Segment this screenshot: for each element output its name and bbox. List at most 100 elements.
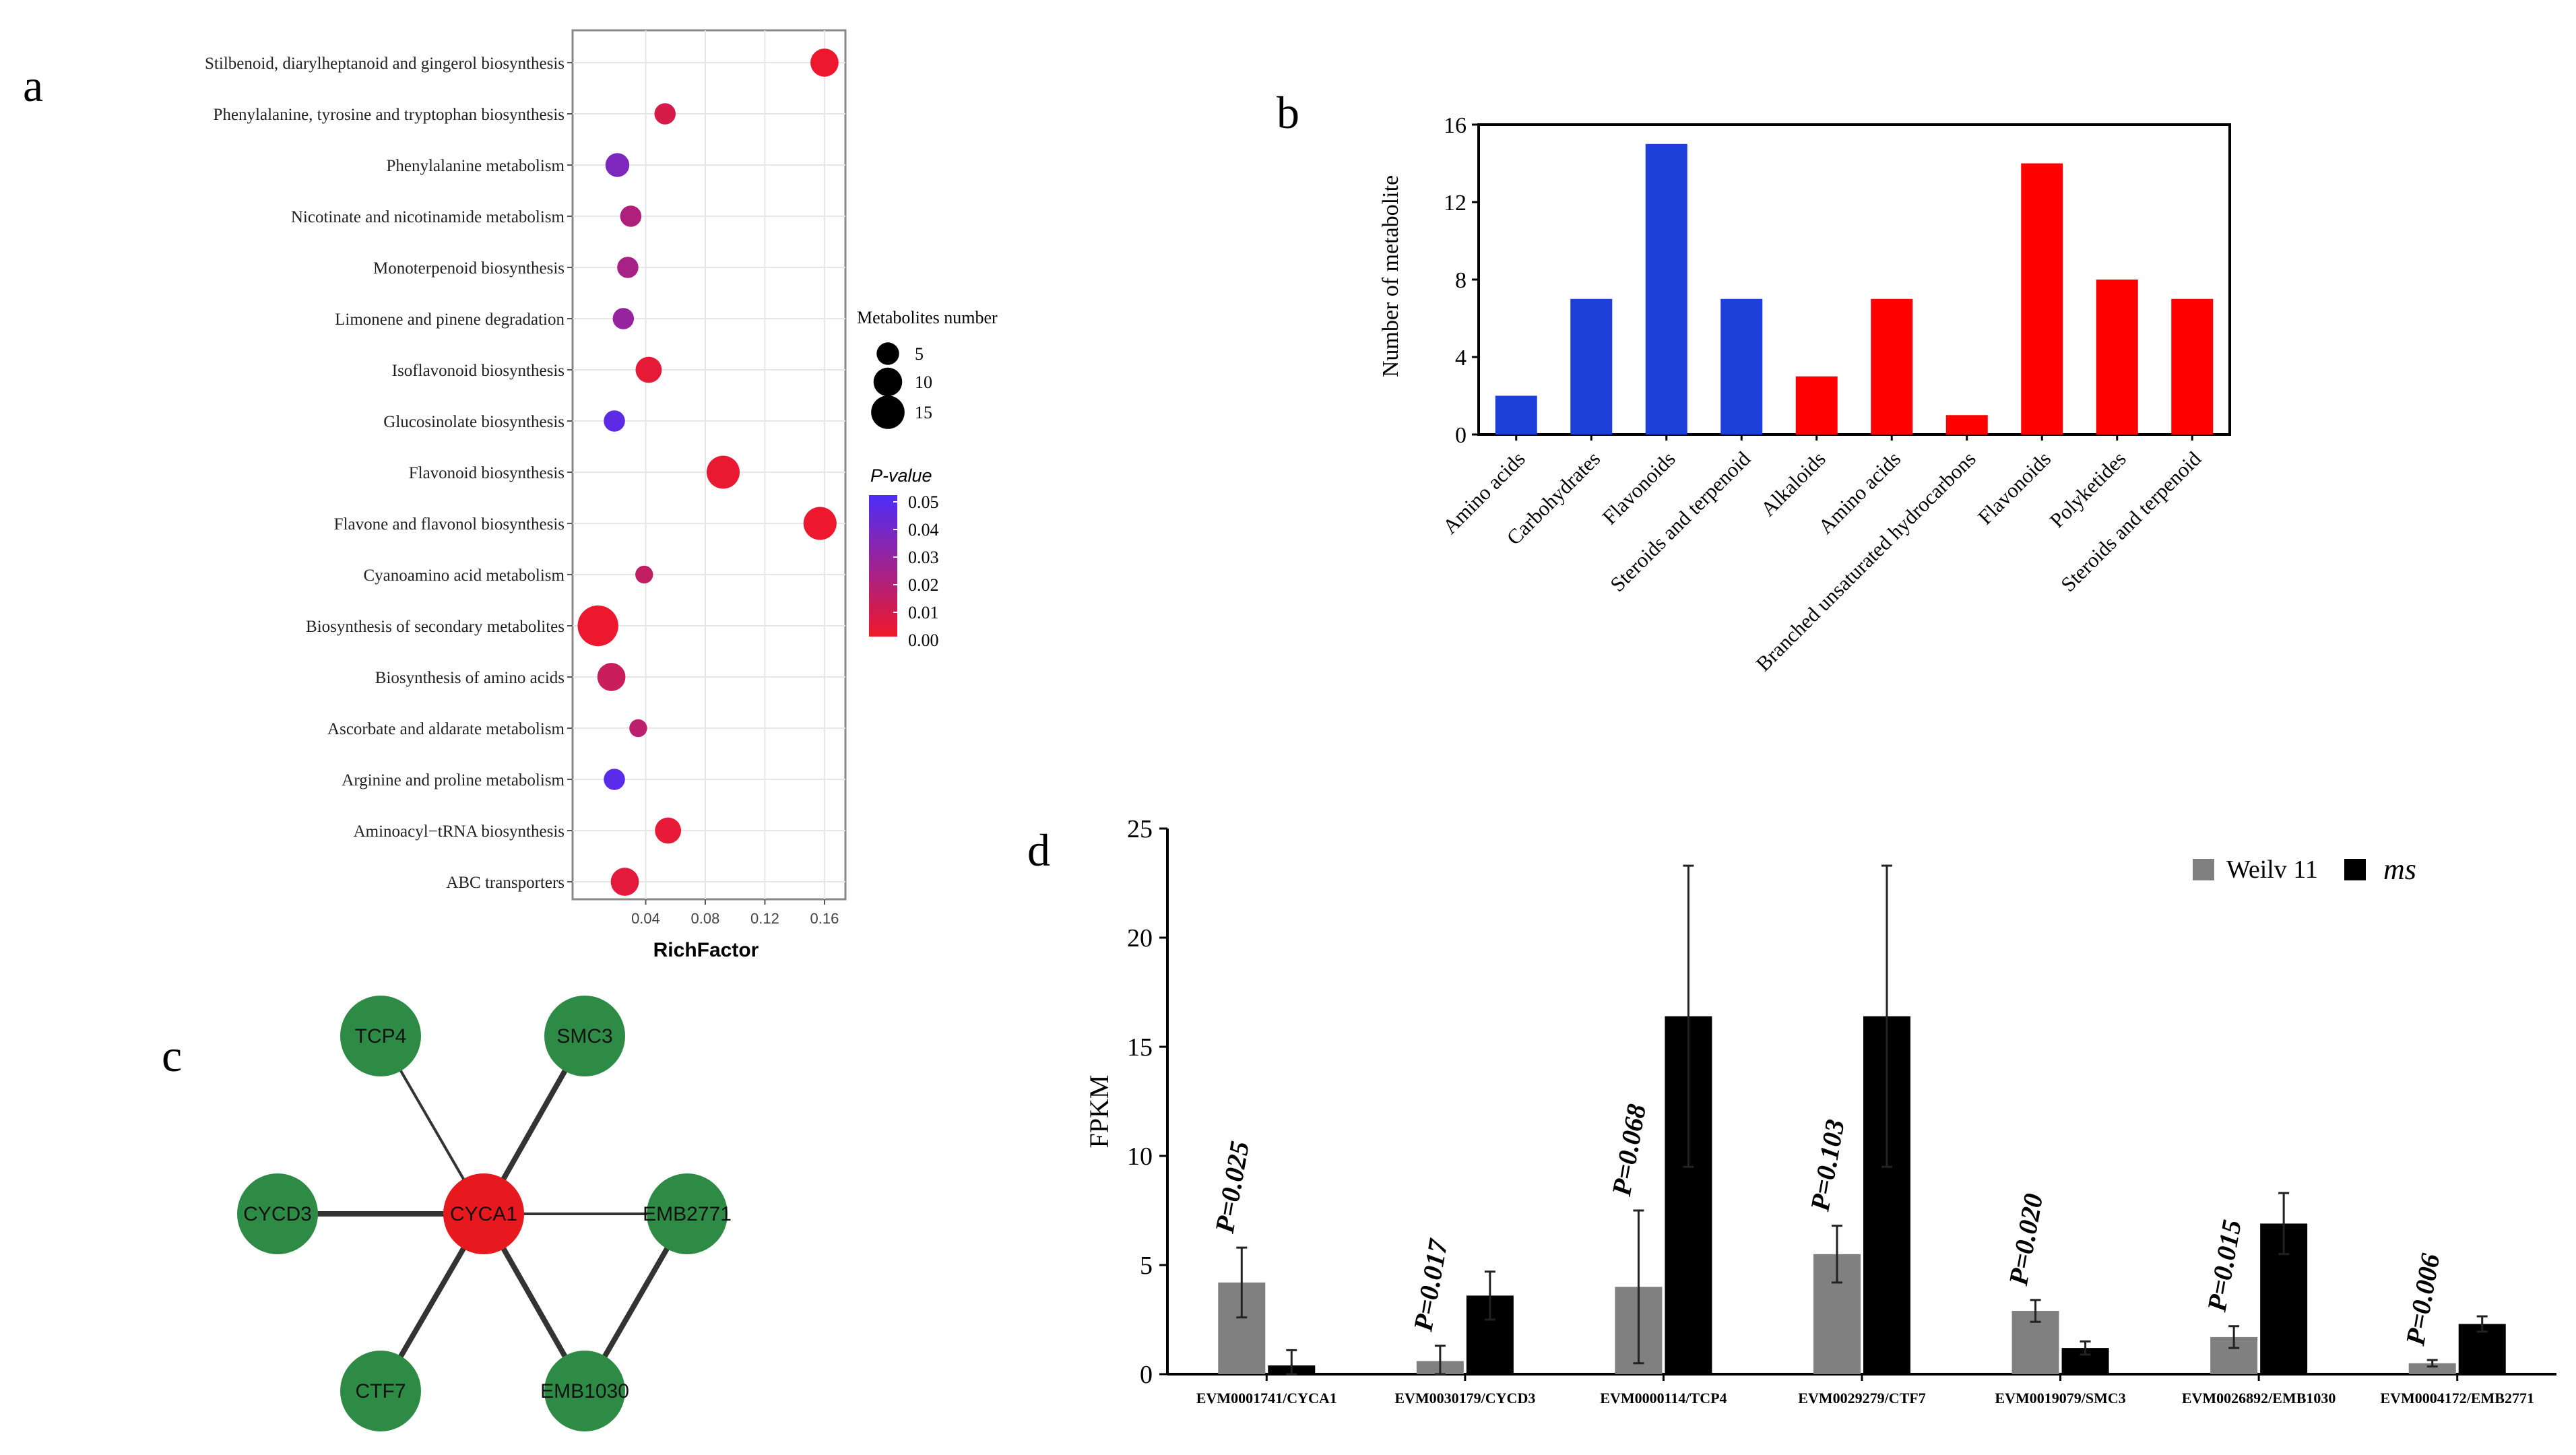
network-node-label: EMB2771: [643, 1203, 732, 1225]
network-node-label: EMB1030: [540, 1380, 629, 1402]
legend-label-ms: ms: [2383, 853, 2416, 886]
color-legend-title: P-value: [870, 465, 932, 486]
panel-c-network: CYCA1 TCP4 SMC3 CYCD3 EMB2771 CTF7 EMB1030: [237, 996, 732, 1431]
data-point: [654, 103, 676, 125]
size-legend-label: 15: [915, 403, 932, 422]
category-label: Isoflavonoid biosynthesis: [392, 362, 565, 380]
x-tick-label: 0.12: [750, 910, 779, 927]
size-legend-dot: [876, 342, 899, 365]
data-point: [612, 308, 635, 329]
bar: [2021, 163, 2063, 434]
y-tick-label: 8: [1455, 268, 1467, 293]
data-point: [620, 205, 642, 227]
category-label: Steroids and terpenoid: [2056, 447, 2205, 596]
color-legend-label: 0.00: [908, 630, 939, 650]
bar: [2171, 298, 2214, 434]
network-node: [340, 1351, 421, 1431]
color-legend-label: 0.01: [908, 603, 939, 622]
network-node-label: CYCD3: [243, 1203, 312, 1225]
panel-label-c: c: [162, 1030, 182, 1081]
category-label: Flavone and flavonol biosynthesis: [334, 515, 565, 534]
x-tick-label: 0.16: [810, 910, 839, 927]
panel-a-x-ticks: 0.04 0.08 0.12 0.16: [631, 899, 839, 927]
color-legend-label: 0.02: [908, 575, 939, 595]
size-legend-title: Metabolites number: [857, 308, 998, 327]
network-node-label: CYCA1: [450, 1203, 517, 1225]
network-node-label: SMC3: [556, 1025, 612, 1047]
network-node: [544, 996, 625, 1076]
category-label: EVM0026892/EMB1030: [2182, 1390, 2336, 1406]
category-label: Biosynthesis of amino acids: [375, 669, 565, 687]
data-point: [803, 507, 837, 540]
bar: [1495, 395, 1537, 434]
category-label: Limonene and pinene degradation: [335, 311, 565, 329]
color-legend-label: 0.04: [908, 520, 939, 540]
y-tick-label: 5: [1140, 1252, 1153, 1280]
y-tick-label: 16: [1444, 113, 1467, 138]
panel-a-color-legend: P-value 0.05 0.04 0.03 0.02 0.01 0.00: [869, 465, 939, 650]
category-label: Glucosinolate biosynthesis: [383, 413, 565, 431]
data-point: [597, 663, 626, 691]
category-label: Alkaloids: [1756, 447, 1830, 521]
p-value-annotation: P=0.020: [2003, 1191, 2049, 1288]
p-value-annotation: P=0.025: [1209, 1139, 1255, 1236]
data-point: [617, 257, 639, 278]
size-legend-dot: [871, 395, 905, 429]
p-value-annotation: P=0.015: [2201, 1217, 2247, 1314]
panel-d-bar-chart: 0 5 10 15 20 25 P=0.025 P=0.017 P=0.068 P=0.103 P…: [1084, 815, 2556, 1406]
category-label: EVM0030179/CYCD3: [1394, 1390, 1535, 1406]
network-node-label: TCP4: [355, 1025, 407, 1047]
panel-d-y-axis-label: FPKM: [1084, 1075, 1114, 1149]
data-point: [629, 719, 647, 738]
panel-b-bar-chart: 0 4 8 12 16 Amino acidsCarbohydratesFlavonoi…: [1378, 113, 2231, 676]
data-point: [604, 410, 625, 432]
y-tick-label: 15: [1127, 1033, 1153, 1062]
panel-d-legend: Weilv 11 ms: [2193, 853, 2416, 886]
data-point: [605, 153, 630, 177]
panel-a-category-labels: Stilbenoid, diarylheptanoid and gingerol…: [205, 55, 573, 892]
data-point: [604, 769, 625, 790]
panel-b-y-axis-label: Number of metabolite: [1378, 175, 1403, 377]
data-point: [655, 817, 682, 844]
network-node: [647, 1173, 728, 1254]
p-value-annotation: P=0.103: [1804, 1117, 1850, 1214]
category-label: EVM0000114/TCP4: [1600, 1390, 1727, 1406]
network-node-label: CTF7: [356, 1380, 406, 1402]
panel-label-a: a: [23, 60, 43, 111]
category-label: Phenylalanine metabolism: [386, 157, 565, 175]
y-tick-label: 0: [1140, 1361, 1153, 1389]
data-point: [610, 868, 639, 896]
category-label: Flavonoids: [1973, 447, 2055, 529]
category-label: EVM0019079/SMC3: [1995, 1390, 2125, 1406]
y-tick-label: 12: [1444, 191, 1467, 216]
network-node: [340, 996, 421, 1076]
legend-label-weilv11: Weilv 11: [2226, 855, 2318, 884]
category-label: EVM0029279/CTF7: [1798, 1390, 1925, 1406]
category-label: Flavonoid biosynthesis: [409, 464, 565, 482]
color-legend-label: 0.05: [908, 492, 939, 512]
data-point: [577, 605, 618, 647]
category-label: EVM0001741/CYCA1: [1196, 1390, 1337, 1406]
category-label: EVM0004172/EMB2771: [2380, 1390, 2534, 1406]
color-legend-label: 0.03: [908, 548, 939, 567]
network-node: [443, 1173, 524, 1254]
bar: [2096, 280, 2138, 434]
panel-a-x-axis-label: RichFactor: [653, 939, 759, 961]
y-tick-label: 0: [1455, 423, 1467, 448]
bar: [1871, 298, 1913, 434]
panel-label-d: d: [1027, 825, 1050, 876]
category-label: Arginine and proline metabolism: [342, 771, 565, 789]
category-label: Biosynthesis of secondary metabolites: [306, 618, 565, 636]
panel-b-category-labels: Amino acidsCarbohydratesFlavonoidsSteroi…: [1438, 434, 2206, 676]
y-tick-label: 25: [1127, 815, 1153, 843]
x-tick-label: 0.04: [631, 910, 660, 927]
category-label: Steroids and terpenoid: [1605, 447, 1755, 596]
size-legend-dot: [873, 367, 903, 397]
bar: [2408, 1363, 2456, 1374]
panel-b-axes: 0 4 8 12 16: [1444, 113, 2231, 448]
y-tick-label: 10: [1127, 1142, 1153, 1171]
data-point: [810, 48, 839, 77]
network-node: [544, 1351, 625, 1431]
bar: [1570, 298, 1613, 434]
